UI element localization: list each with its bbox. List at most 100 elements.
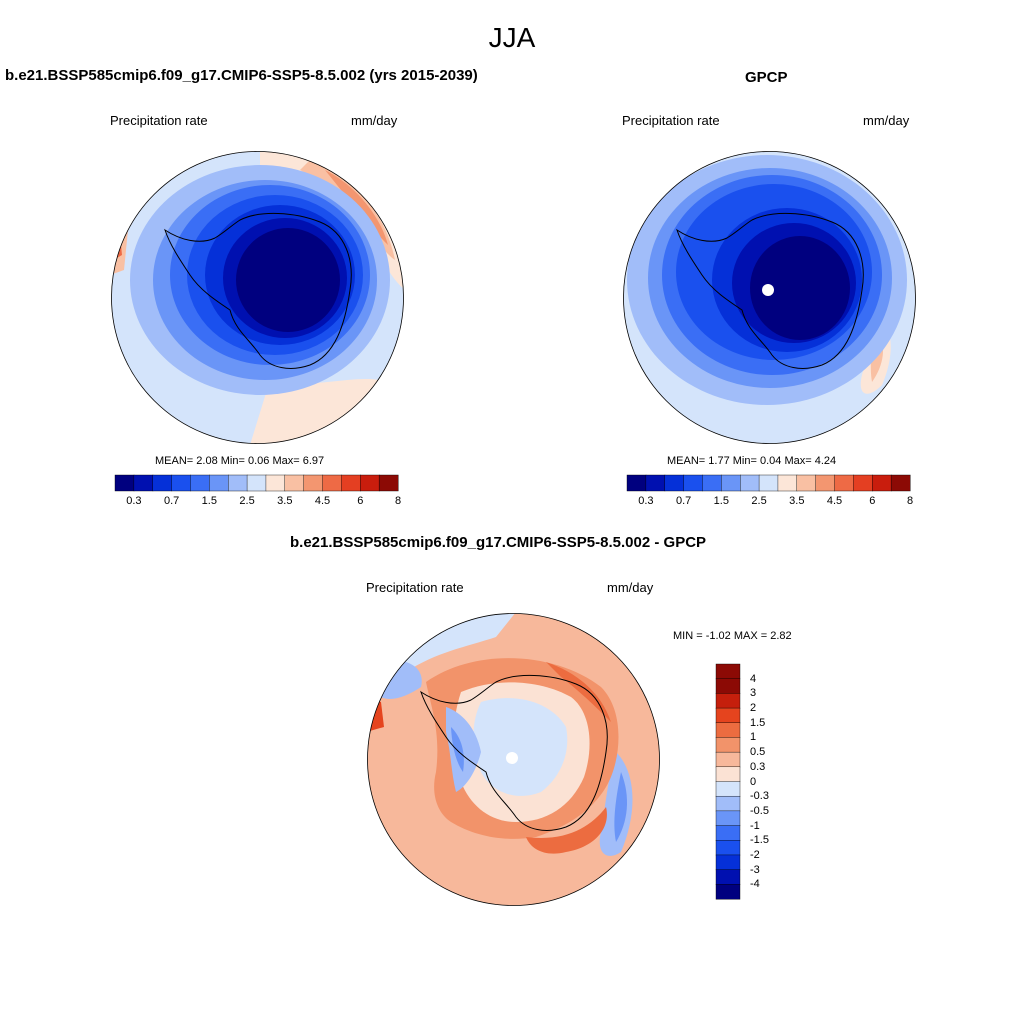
diff-colorbar-tick-label: -2 (750, 848, 760, 861)
diff-colorbar-swatch (715, 854, 741, 871)
diff-colorbar-tick-label: -1 (750, 819, 760, 832)
diff-colorbar-swatch (715, 840, 741, 856)
model-mean-label: MEAN= (155, 455, 194, 467)
model-colorbar-swatch (246, 474, 267, 492)
diff-colorbar-tick-label: -0.3 (750, 790, 769, 803)
model-colorbar-tick-label: 8 (394, 495, 402, 507)
obs-colorbar-tick-label: 6 (869, 495, 876, 507)
model-colorbar-tick-label: 0.3 (126, 495, 142, 507)
diff-colorbar-swatch (715, 722, 741, 738)
diff-colorbar-swatch (715, 751, 741, 768)
model-max-label: Max= (272, 455, 300, 467)
obs-units-label: mm/day (863, 113, 910, 128)
model-colorbar-ticks: 0.3 0.7 1.5 2.5 3.5 4.5 6 8 (115, 495, 402, 511)
obs-colorbar-swatch (853, 474, 873, 492)
model-min-value: 0.06 (247, 455, 270, 467)
diff-colorbar-tick-label: 1 (750, 731, 757, 744)
model-colorbar-tick-label: 0.7 (163, 495, 180, 507)
diff-colorbar-swatch (715, 884, 741, 900)
obs-variable-label: Precipitation rate (622, 113, 720, 128)
model-colorbar-swatch (114, 474, 135, 492)
obs-colorbar-swatch (721, 474, 741, 492)
model-variable-label: Precipitation rate (110, 113, 208, 128)
diff-colorbar-tick-label: 4 (750, 672, 757, 685)
model-max-value: 6.97 (302, 455, 325, 467)
model-colorbar-swatch (378, 474, 399, 492)
diff-minmax-text: MIN = -1.02 MAX = 2.82 (673, 630, 792, 642)
obs-colorbar-swatch (815, 474, 836, 492)
model-colorbar-swatch (284, 474, 305, 492)
model-colorbar-tick-label: 3.5 (277, 495, 293, 507)
diff-colorbar-tick-label: -1.5 (750, 834, 769, 847)
model-polar-map (111, 151, 404, 444)
diff-colorbar-swatch (715, 869, 741, 885)
diff-colorbar-tick-label: 2 (750, 702, 757, 715)
diff-colorbar-swatch (715, 766, 741, 782)
season-title: JJA (488, 22, 536, 53)
obs-polar-map (623, 151, 916, 444)
model-units-label: mm/day (351, 113, 398, 128)
model-colorbar-tick-label: 6 (357, 495, 364, 507)
obs-mean-value: 1.77 (708, 455, 730, 467)
obs-colorbar-tick-label: 0.3 (638, 495, 654, 507)
obs-colorbar-tick-label: 1.5 (713, 495, 729, 507)
obs-panel-title: GPCP (745, 69, 788, 86)
obs-colorbar-swatch (702, 474, 722, 492)
diff-units-label: mm/day (607, 580, 654, 595)
diff-colorbar-tick-label: -3 (750, 863, 760, 876)
model-colorbar-swatch (360, 474, 380, 492)
diff-colorbar-swatch (715, 810, 741, 827)
model-colorbar (114, 474, 399, 492)
model-colorbar-swatch (265, 474, 286, 492)
obs-colorbar-tick-label: 4.5 (826, 495, 843, 507)
obs-colorbar-ticks: 0.3 0.7 1.5 2.5 3.5 4.5 6 8 (627, 495, 914, 511)
obs-colorbar-swatch (834, 474, 854, 492)
model-colorbar-swatch (152, 474, 173, 492)
obs-colorbar-swatch (777, 474, 798, 492)
obs-colorbar-swatch (739, 474, 760, 492)
diff-colorbar-swatch (715, 707, 741, 724)
diff-colorbar-swatch (715, 693, 741, 709)
diff-colorbar-tick-label: 1.5 (750, 716, 766, 729)
obs-colorbar-swatch (645, 474, 666, 492)
obs-colorbar-tick-label: 0.7 (675, 495, 692, 507)
model-colorbar-tick-label: 4.5 (314, 495, 331, 507)
obs-colorbar-tick-label: 2.5 (751, 495, 767, 507)
model-panel-title: b.e21.BSSP585cmip6.f09_g17.CMIP6-SSP5-8.… (5, 67, 478, 84)
diff-colorbar-swatch (715, 678, 741, 694)
obs-colorbar-swatch (758, 474, 779, 492)
diff-colorbar-swatch (715, 737, 741, 753)
diff-panel-title: b.e21.BSSP585cmip6.f09_g17.CMIP6-SSP5-8.… (290, 534, 707, 551)
model-colorbar-swatch (133, 474, 154, 492)
obs-colorbar-tick-label: 8 (906, 495, 914, 507)
obs-colorbar-swatch (683, 474, 703, 492)
diff-colorbar-tick-label: 0.3 (750, 760, 766, 773)
diff-colorbar-tick-label: 0.5 (750, 746, 766, 759)
model-colorbar-swatch (322, 474, 342, 492)
model-colorbar-swatch (209, 474, 229, 492)
diff-colorbar-swatch (715, 781, 741, 797)
obs-colorbar-swatch (664, 474, 685, 492)
obs-colorbar (626, 474, 911, 492)
obs-colorbar-swatch (796, 474, 817, 492)
model-colorbar-tick-label: 1.5 (201, 495, 217, 507)
diff-colorbar (715, 663, 741, 900)
model-stats-line: MEAN= 2.08 Min= 0.06 Max= 6.97 (155, 455, 324, 467)
diff-variable-label: Precipitation rate (366, 580, 464, 595)
obs-min-value: 0.04 (759, 455, 782, 467)
model-colorbar-swatch (341, 474, 361, 492)
diff-colorbar-swatch (715, 795, 741, 812)
obs-stats-line: MEAN= 1.77 Min= 0.04 Max= 4.24 (667, 455, 836, 467)
diff-colorbar-tick-label: -4 (750, 878, 760, 891)
obs-colorbar-swatch (626, 474, 647, 492)
obs-max-value: 4.24 (814, 455, 837, 467)
model-mean-value: 2.08 (196, 455, 218, 467)
diff-colorbar-ticks: 4 3 2 1.5 1 0.5 0.3 0 -0.3 -0.5 -1 -1.5 -2 -3 -4 (746, 664, 786, 899)
diff-colorbar-swatch (715, 825, 741, 841)
obs-colorbar-swatch (890, 474, 911, 492)
diff-colorbar-tick-label: -0.5 (750, 804, 769, 817)
obs-colorbar-swatch (872, 474, 892, 492)
model-min-label: Min= (220, 455, 245, 467)
obs-min-label: Min= (732, 455, 757, 467)
model-colorbar-swatch (303, 474, 324, 492)
